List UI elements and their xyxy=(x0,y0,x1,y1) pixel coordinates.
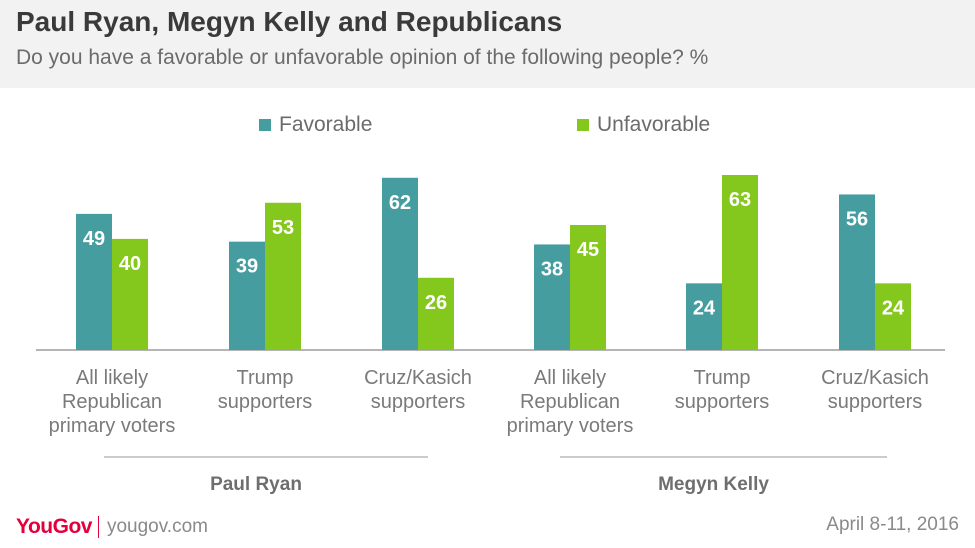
data-label-unfavorable-2: 26 xyxy=(425,292,447,314)
data-label-favorable-3: 38 xyxy=(541,258,563,280)
bar-favorable-3 xyxy=(534,244,570,350)
bar-unfavorable-5 xyxy=(875,283,911,350)
bar-unfavorable-1 xyxy=(265,202,301,350)
category-label-3-line-0: All likely xyxy=(534,367,606,389)
bar-favorable-5 xyxy=(839,194,875,350)
chart-header: Paul Ryan, Megyn Kelly and Republicans D… xyxy=(0,0,975,88)
footer-date: April 8-11, 2016 xyxy=(826,514,959,535)
footer-site: yougov.com xyxy=(106,516,208,537)
category-label-4-line-0: Trump xyxy=(693,367,750,389)
category-label-1-line-0: Trump xyxy=(236,367,293,389)
data-label-favorable-5: 56 xyxy=(846,208,868,230)
legend-favorable-swatch xyxy=(259,119,271,131)
group-label-0: Paul Ryan xyxy=(210,474,302,495)
data-label-unfavorable-1: 53 xyxy=(272,217,294,239)
category-label-0-line-1: Republican xyxy=(62,391,162,413)
legend-unfavorable-label: Unfavorable xyxy=(597,113,711,136)
legend-favorable-label: Favorable xyxy=(279,113,373,136)
logo-divider xyxy=(97,516,99,538)
bar-favorable-0 xyxy=(76,213,112,350)
category-label-0-line-0: All likely xyxy=(76,367,148,389)
bar-unfavorable-2 xyxy=(418,277,454,350)
category-label-3-line-2: primary voters xyxy=(507,415,634,437)
category-label-0-line-2: primary voters xyxy=(49,415,176,437)
bar-unfavorable-0 xyxy=(112,238,148,350)
bar-favorable-4 xyxy=(686,283,722,350)
data-label-favorable-2: 62 xyxy=(389,192,411,214)
category-label-4-line-1: supporters xyxy=(675,391,770,413)
legend-unfavorable: Unfavorable xyxy=(577,112,710,138)
category-label-2-line-0: Cruz/Kasich xyxy=(364,367,472,389)
bar-unfavorable-3 xyxy=(570,225,606,350)
yougov-logo: YouGov xyxy=(16,515,92,538)
data-label-unfavorable-3: 45 xyxy=(577,239,599,261)
data-label-favorable-4: 24 xyxy=(693,297,716,319)
footer-brand: YouGov yougov.com xyxy=(16,512,208,542)
legend-favorable: Favorable xyxy=(259,112,372,138)
category-label-5-line-0: Cruz/Kasich xyxy=(821,367,929,389)
data-label-favorable-1: 39 xyxy=(236,256,258,278)
chart-subtitle: Do you have a favorable or unfavorable o… xyxy=(16,46,709,69)
data-label-unfavorable-0: 40 xyxy=(119,253,141,275)
data-label-unfavorable-5: 24 xyxy=(882,297,905,319)
bar-favorable-2 xyxy=(382,177,418,350)
chart-title: Paul Ryan, Megyn Kelly and Republicans xyxy=(16,6,563,37)
category-label-1-line-1: supporters xyxy=(218,391,313,413)
data-label-favorable-0: 49 xyxy=(83,228,105,250)
bar-favorable-1 xyxy=(229,241,265,350)
category-label-2-line-1: supporters xyxy=(371,391,466,413)
category-label-3-line-1: Republican xyxy=(520,391,620,413)
data-label-unfavorable-4: 63 xyxy=(729,189,751,211)
legend-unfavorable-swatch xyxy=(577,119,589,131)
bar-unfavorable-4 xyxy=(722,175,758,350)
category-label-5-line-1: supporters xyxy=(828,391,923,413)
group-label-1: Megyn Kelly xyxy=(658,474,769,495)
